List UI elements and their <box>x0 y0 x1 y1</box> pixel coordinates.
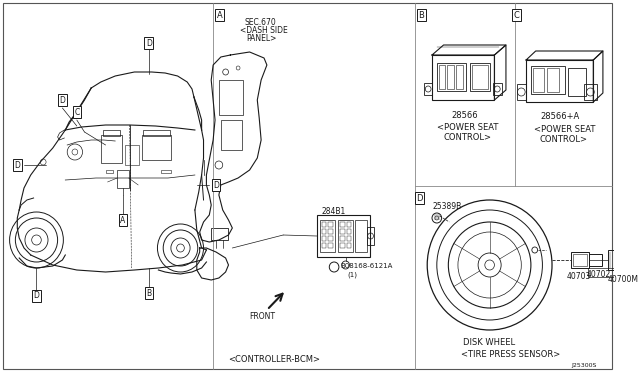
Text: C: C <box>513 10 520 19</box>
Bar <box>432 55 495 100</box>
Bar <box>589 254 602 266</box>
Bar <box>340 236 345 241</box>
Text: CONTROL>: CONTROL> <box>444 133 492 142</box>
Text: D: D <box>33 292 40 301</box>
Bar <box>211 228 228 240</box>
Text: FRONT: FRONT <box>250 312 276 321</box>
Bar <box>531 66 564 94</box>
Bar <box>320 220 335 252</box>
Text: <POWER SEAT: <POWER SEAT <box>534 125 595 134</box>
Bar <box>328 243 333 248</box>
Text: J25300S: J25300S <box>572 363 597 368</box>
Text: 28566+A: 28566+A <box>541 112 580 121</box>
Bar <box>588 268 616 277</box>
Bar <box>338 220 353 252</box>
Text: B: B <box>147 289 152 298</box>
Bar <box>470 63 490 91</box>
Bar <box>328 222 333 227</box>
Bar <box>355 220 367 252</box>
Bar <box>125 145 140 165</box>
Bar <box>437 63 466 91</box>
Bar <box>328 229 333 234</box>
Bar <box>347 236 351 241</box>
Text: B: B <box>419 10 424 19</box>
Bar <box>516 84 526 100</box>
Bar <box>424 83 432 95</box>
Bar <box>456 65 463 89</box>
Bar <box>584 84 597 100</box>
Bar <box>447 65 454 89</box>
Text: 40700M: 40700M <box>608 275 639 284</box>
Text: 28566: 28566 <box>451 111 478 120</box>
Bar <box>221 120 242 150</box>
Text: 40703: 40703 <box>566 272 591 281</box>
Bar <box>347 243 351 248</box>
Bar <box>103 130 120 136</box>
Bar <box>439 65 445 89</box>
Bar <box>143 130 170 136</box>
Text: D: D <box>213 180 219 189</box>
Bar <box>472 65 488 89</box>
Bar <box>347 229 351 234</box>
Bar <box>117 170 129 188</box>
Bar <box>608 250 627 270</box>
Text: <CONTROLLER-BCM>: <CONTROLLER-BCM> <box>228 355 321 364</box>
Text: CONTROL>: CONTROL> <box>540 135 588 144</box>
Bar <box>106 170 113 173</box>
Text: C: C <box>74 108 79 116</box>
Bar <box>322 222 326 227</box>
Text: <TIRE PRESS SENSOR>: <TIRE PRESS SENSOR> <box>461 350 560 359</box>
Bar <box>493 83 502 95</box>
Bar <box>219 80 243 115</box>
Bar <box>568 68 586 96</box>
Text: <DASH SIDE: <DASH SIDE <box>240 26 288 35</box>
Text: (1): (1) <box>348 271 358 278</box>
Bar <box>573 254 587 266</box>
Text: SEC.670: SEC.670 <box>245 18 276 27</box>
Bar <box>322 229 326 234</box>
Text: 25389B: 25389B <box>432 202 461 211</box>
Bar <box>572 252 589 268</box>
Bar <box>547 68 559 92</box>
Bar <box>367 227 374 245</box>
Bar <box>347 222 351 227</box>
Bar <box>317 215 370 257</box>
Text: B08168-6121A: B08168-6121A <box>341 263 393 269</box>
Bar <box>142 135 171 160</box>
Text: PANEL>: PANEL> <box>246 34 276 43</box>
Bar <box>322 243 326 248</box>
Text: A: A <box>120 215 125 224</box>
Bar <box>101 135 122 163</box>
Bar <box>340 229 345 234</box>
Text: D: D <box>416 193 423 202</box>
Bar <box>526 60 593 102</box>
Bar <box>340 243 345 248</box>
Text: DISK WHEEL: DISK WHEEL <box>463 338 515 347</box>
Bar <box>161 170 171 173</box>
Text: D: D <box>146 38 152 48</box>
Bar <box>340 222 345 227</box>
Bar <box>322 236 326 241</box>
Bar <box>533 68 545 92</box>
Text: D: D <box>60 96 65 105</box>
Text: A: A <box>217 10 223 19</box>
Text: <POWER SEAT: <POWER SEAT <box>437 123 498 132</box>
Text: 40702: 40702 <box>587 270 611 279</box>
Bar <box>328 236 333 241</box>
Text: 284B1: 284B1 <box>322 207 346 216</box>
Text: D: D <box>14 160 20 170</box>
